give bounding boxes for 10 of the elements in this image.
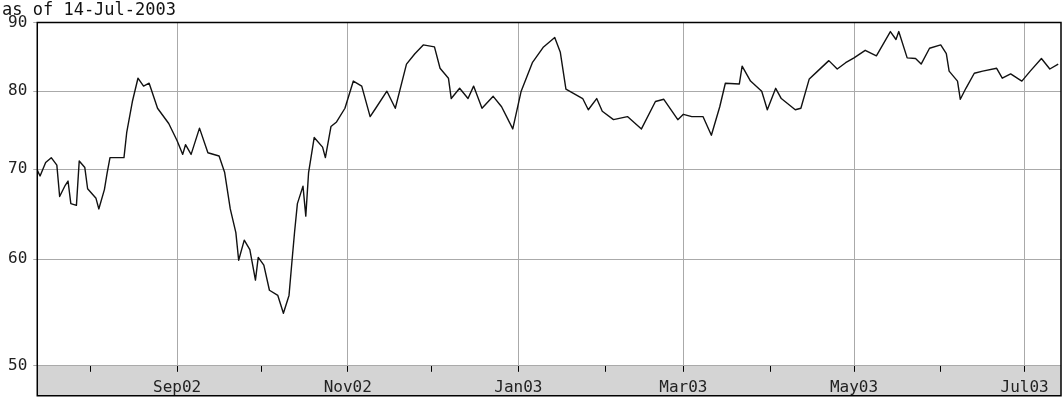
y-tick-label: 70 — [8, 158, 28, 178]
x-tick-label: Sep02 — [153, 376, 202, 396]
y-tick-label: 50 — [8, 354, 28, 374]
x-tick-label: Mar03 — [659, 376, 708, 396]
y-tick-label: 60 — [8, 248, 28, 268]
x-tick-label: May03 — [829, 376, 879, 396]
x-tick-label: Jan03 — [494, 376, 543, 396]
y-tick-label: 80 — [8, 80, 28, 100]
x-tick-label: Nov02 — [323, 376, 372, 396]
x-tick-label: Jul03 — [1000, 376, 1049, 396]
